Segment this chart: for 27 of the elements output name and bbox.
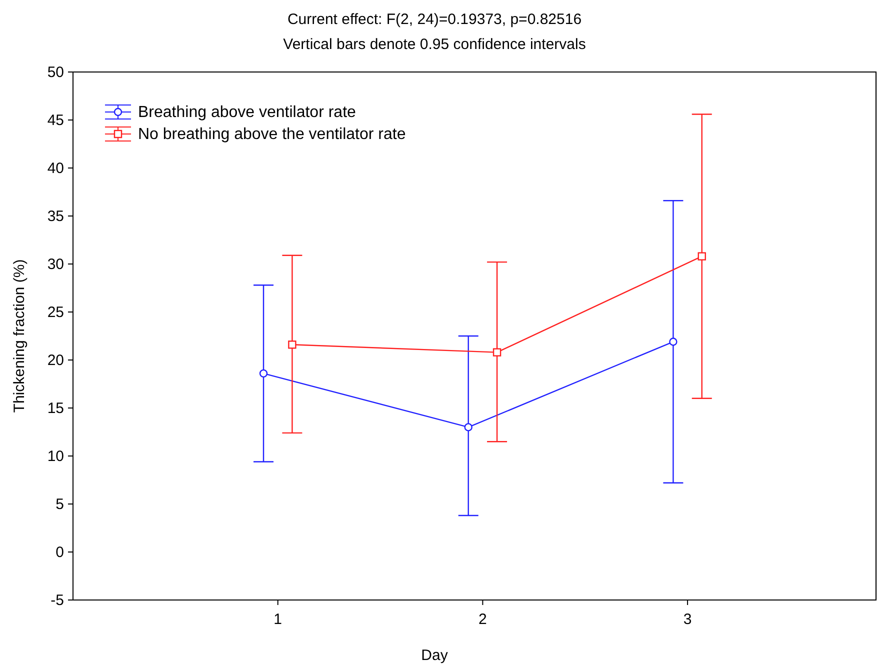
y-tick-label: 10 xyxy=(47,448,64,465)
point xyxy=(464,423,472,432)
y-axis-title: Thickening fraction (%) xyxy=(11,259,28,413)
y-tick-label: 20 xyxy=(47,352,64,369)
point xyxy=(669,338,678,346)
x-tick-label: 1 xyxy=(274,611,282,628)
y-tick-label: 45 xyxy=(47,112,64,129)
point xyxy=(492,348,502,356)
y-tick-label: 15 xyxy=(47,400,64,417)
x-axis-title: Day xyxy=(421,647,448,664)
y-tick-label: 50 xyxy=(47,64,64,81)
point xyxy=(698,252,706,260)
legend-label: Breathing above ventilator rate xyxy=(138,104,356,121)
y-tick-label: 40 xyxy=(47,160,64,177)
y-tick-label: 30 xyxy=(47,256,64,273)
chart-subtitle: Vertical bars denote 0.95 confidence intervals xyxy=(283,36,586,53)
point xyxy=(259,369,268,378)
y-tick-label: 0 xyxy=(56,544,64,561)
point xyxy=(288,340,296,349)
y-tick-label: -5 xyxy=(50,592,64,609)
y-tick-label: 25 xyxy=(47,304,64,321)
y-tick-label: 35 xyxy=(47,208,64,225)
chart-title: Current effect: F(2, 24)=0.19373, p=0.82516 xyxy=(287,11,582,28)
x-tick-label: 2 xyxy=(478,611,487,628)
y-tick-label: 5 xyxy=(56,496,64,513)
legend-label: No breathing above the ventilator rate xyxy=(138,126,406,143)
x-tick-label: 3 xyxy=(683,611,692,628)
